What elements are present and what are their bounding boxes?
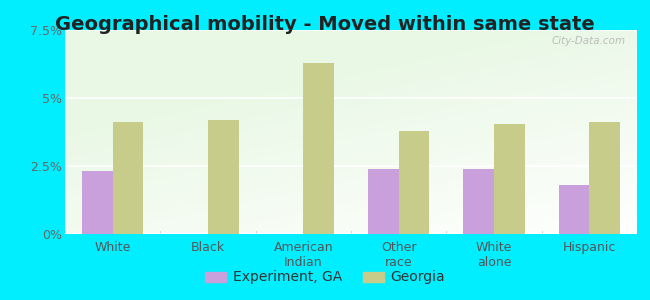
Bar (398, 130, 429, 234)
Text: City-Data.com: City-Data.com (551, 36, 625, 46)
Bar (304, 63, 334, 234)
Legend: Experiment, GA, Georgia: Experiment, GA, Georgia (200, 265, 450, 290)
Bar (494, 124, 525, 234)
Bar (463, 169, 494, 234)
Bar (208, 120, 239, 234)
Bar (590, 122, 620, 234)
Bar (559, 185, 590, 234)
Bar (368, 169, 398, 234)
Text: Geographical mobility - Moved within same state: Geographical mobility - Moved within sam… (55, 15, 595, 34)
Bar (112, 122, 143, 234)
Bar (82, 171, 112, 234)
